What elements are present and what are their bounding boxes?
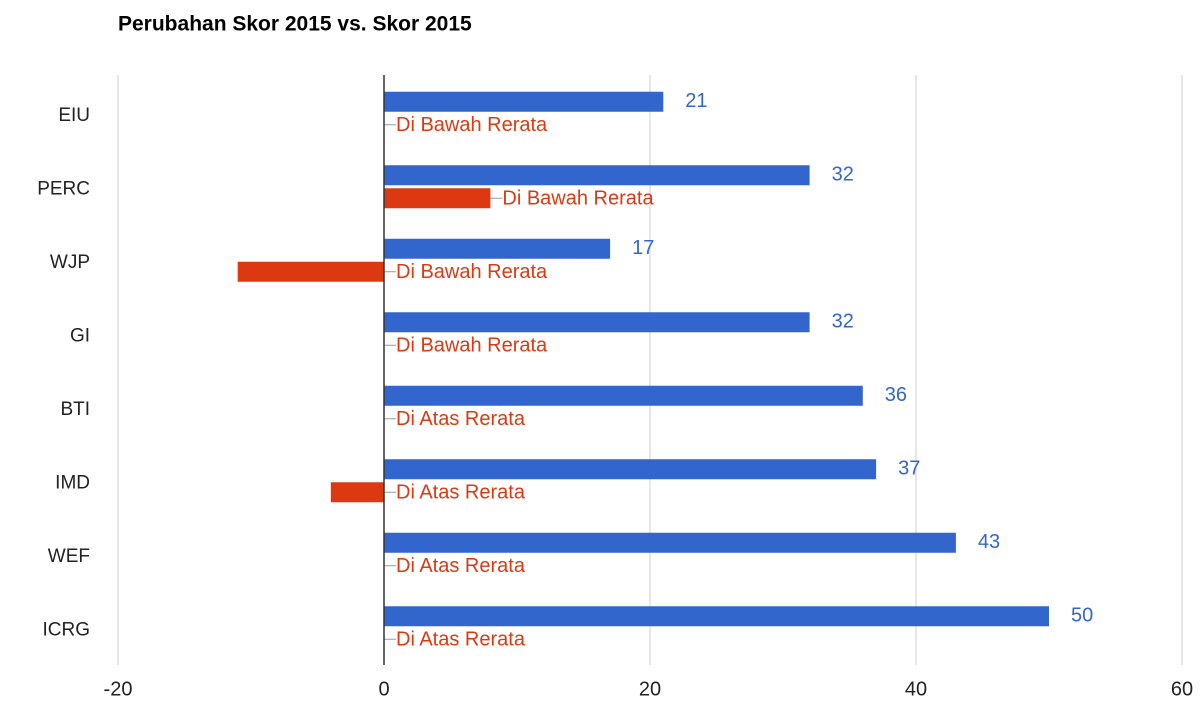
annotation: Di Bawah Rerata bbox=[396, 261, 548, 283]
x-tick-label: -20 bbox=[104, 678, 133, 700]
bar bbox=[384, 459, 877, 480]
annotation: Di Bawah Rerata bbox=[502, 188, 654, 210]
y-tick-label: GI bbox=[70, 325, 90, 346]
bar bbox=[237, 261, 384, 282]
bar bbox=[384, 188, 491, 209]
data-label: 50 bbox=[1071, 605, 1093, 627]
data-label: 32 bbox=[832, 311, 854, 333]
bar bbox=[330, 482, 384, 503]
bar bbox=[384, 385, 863, 406]
x-tick-label: 60 bbox=[1171, 678, 1193, 700]
bar bbox=[384, 165, 810, 186]
y-tick-label: WEF bbox=[48, 546, 90, 567]
bar bbox=[384, 91, 664, 112]
annotation: Di Atas Rerata bbox=[396, 482, 526, 504]
y-tick-label: EIU bbox=[58, 105, 90, 126]
y-tick-label: IMD bbox=[55, 472, 90, 493]
data-label: 21 bbox=[685, 90, 707, 112]
annotation: Di Atas Rerata bbox=[396, 629, 526, 651]
data-label: 43 bbox=[978, 531, 1000, 553]
x-tick-label: 40 bbox=[905, 678, 927, 700]
y-tick-label: BTI bbox=[60, 399, 90, 420]
annotation: Di Bawah Rerata bbox=[396, 114, 548, 136]
data-label: 32 bbox=[832, 164, 854, 186]
chart-title: Perubahan Skor 2015 vs. Skor 2015 bbox=[118, 13, 472, 36]
bar bbox=[384, 238, 611, 259]
annotation: Di Bawah Rerata bbox=[396, 335, 548, 357]
annotation: Di Atas Rerata bbox=[396, 555, 526, 577]
data-label: 36 bbox=[885, 384, 907, 406]
y-tick-label: WJP bbox=[50, 252, 90, 273]
x-tick-label: 20 bbox=[639, 678, 661, 700]
data-label: 37 bbox=[898, 458, 920, 480]
bar bbox=[384, 606, 1049, 627]
bar bbox=[384, 312, 810, 333]
annotation: Di Atas Rerata bbox=[396, 408, 526, 430]
y-tick-label: PERC bbox=[37, 178, 90, 199]
y-tick-label: ICRG bbox=[43, 619, 91, 640]
bar bbox=[384, 532, 956, 553]
data-label: 17 bbox=[632, 237, 654, 259]
x-tick-label: 0 bbox=[378, 678, 389, 700]
